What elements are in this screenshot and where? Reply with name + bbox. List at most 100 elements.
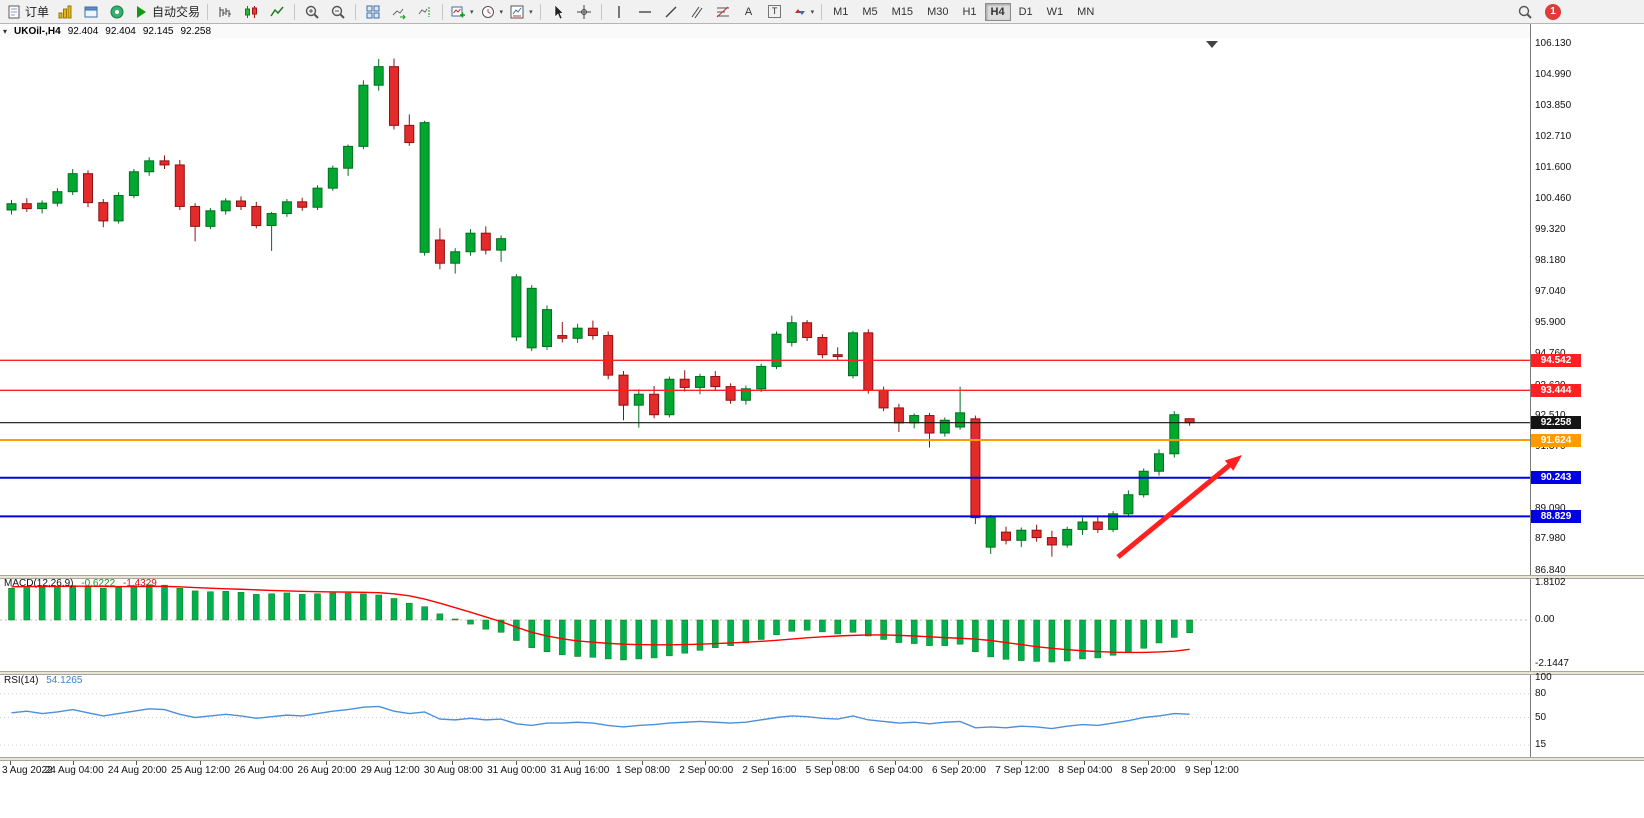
timeframe-h1[interactable]: H1 <box>962 5 977 18</box>
auto-scroll-button[interactable] <box>386 1 412 23</box>
pane-splitter[interactable] <box>0 575 1644 579</box>
candle-body <box>909 415 920 424</box>
macd-histogram-bar <box>145 584 153 621</box>
horizontal-line-tool[interactable] <box>632 1 658 23</box>
toolbar-separator <box>539 3 541 20</box>
macd-histogram-bar <box>513 619 520 641</box>
equidistant-channel-icon <box>691 6 702 18</box>
macd-histogram-bar <box>910 619 918 644</box>
crosshair-button[interactable] <box>571 1 597 23</box>
search-icon[interactable] <box>1517 4 1533 20</box>
navigator-button[interactable] <box>104 1 130 23</box>
line-chart-icon <box>270 6 284 16</box>
notification-badge[interactable]: 1 <box>1545 3 1561 20</box>
candle-body <box>511 276 522 338</box>
pane-splitter[interactable] <box>0 757 1644 761</box>
equidistant-channel-tool[interactable] <box>684 1 710 23</box>
zoom-out-button[interactable] <box>325 1 351 23</box>
candle-body <box>1031 529 1042 539</box>
chart-shift-button[interactable] <box>412 1 438 23</box>
timeframe-d1[interactable]: D1 <box>1018 5 1033 18</box>
macd-histogram-bar <box>100 587 107 621</box>
candle-body <box>878 389 889 409</box>
macd-histogram-bar <box>727 619 734 646</box>
arrow-annotation-head[interactable] <box>1224 455 1242 471</box>
chart-shift-marker-icon[interactable] <box>1206 41 1218 48</box>
timeframe-m5[interactable]: M5 <box>862 5 878 18</box>
fibonacci-tool[interactable] <box>710 1 736 23</box>
templates-button[interactable]: ▾ <box>506 1 536 23</box>
timeframe-mn[interactable]: MN <box>1077 5 1095 18</box>
trendline-tool[interactable] <box>658 1 684 23</box>
candle-body <box>1077 521 1088 530</box>
arrow-annotation[interactable] <box>1116 458 1237 559</box>
candle-body <box>740 388 751 401</box>
macd-histogram-bar <box>161 584 168 621</box>
candlestick-chart-button[interactable] <box>238 1 264 23</box>
data-window-button[interactable] <box>78 1 104 23</box>
candle-body <box>1046 537 1057 546</box>
macd-histogram-bar <box>329 592 337 621</box>
macd-histogram-bar <box>451 618 459 621</box>
macd-histogram-bar <box>528 619 535 648</box>
candle-body <box>52 191 63 204</box>
candle-body <box>955 412 966 428</box>
line-chart-button[interactable] <box>264 1 290 23</box>
macd-histogram-bar <box>742 619 750 644</box>
dropdown-caret-icon: ▾ <box>810 8 815 16</box>
macd-histogram-bar <box>666 619 673 657</box>
macd-histogram-bar <box>604 619 612 660</box>
new-order-button[interactable]: 订单 <box>3 1 52 23</box>
pane-splitter[interactable] <box>0 671 1644 675</box>
timeframe-w1[interactable]: W1 <box>1046 5 1064 18</box>
macd-histogram-bar <box>375 594 382 621</box>
macd-histogram-bar <box>360 593 367 621</box>
timeframe-h4[interactable]: H4 <box>984 2 1011 21</box>
periods-button[interactable]: ▾ <box>477 1 507 23</box>
new-chart-button[interactable]: ▾ <box>447 1 477 23</box>
text-label-icon: T <box>768 5 782 18</box>
macd-histogram-bar <box>1048 619 1056 663</box>
macd-histogram-bar <box>84 586 92 621</box>
candle-body <box>832 354 843 358</box>
autotrading-button[interactable]: 自动交易 <box>130 1 203 23</box>
vertical-line-tool[interactable] <box>606 1 632 23</box>
macd-histogram-bar <box>1171 619 1178 638</box>
market-watch-button[interactable] <box>52 1 78 23</box>
macd-histogram-bar <box>298 594 306 621</box>
macd-histogram-bar <box>436 613 444 621</box>
candle-body <box>205 210 216 227</box>
macd-histogram-bar <box>283 592 291 621</box>
macd-histogram-bar <box>482 619 490 630</box>
timeframe-m30[interactable]: M30 <box>927 5 949 18</box>
new-order-label: 订单 <box>25 5 50 19</box>
candle-body <box>434 239 445 264</box>
macd-histogram-bar <box>559 619 566 656</box>
window-menu-icon[interactable]: ▾ <box>3 26 8 36</box>
text-tool[interactable]: A <box>736 1 762 23</box>
tile-windows-button[interactable] <box>360 1 386 23</box>
bar-chart-button[interactable] <box>212 1 238 23</box>
macd-histogram-bar <box>38 586 46 621</box>
arrow-shapes-tool[interactable]: ▾ <box>788 1 818 23</box>
candle-body <box>281 201 292 215</box>
candle-body <box>1154 453 1164 472</box>
timeframe-m15[interactable]: M15 <box>891 5 914 18</box>
macd-histogram-bar <box>865 619 872 637</box>
auto-scroll-icon <box>392 8 406 19</box>
zoom-in-button[interactable] <box>299 1 325 23</box>
toolbar-separator <box>600 3 602 20</box>
cursor-button[interactable] <box>545 1 571 23</box>
candle-body <box>98 202 109 222</box>
macd-histogram-bar <box>1140 619 1147 649</box>
text-label-tool[interactable]: T <box>762 1 788 23</box>
candle-body <box>970 418 981 519</box>
candle-body <box>251 205 262 227</box>
timeframe-m1[interactable]: M1 <box>833 5 849 18</box>
candle-body <box>1092 521 1103 530</box>
toolbar: 订单 自动交易 <box>0 0 1644 24</box>
candle-body <box>450 251 461 264</box>
chart-symbol-period: UKOil-,H4 <box>14 25 61 37</box>
toolbar-separator <box>442 3 444 20</box>
